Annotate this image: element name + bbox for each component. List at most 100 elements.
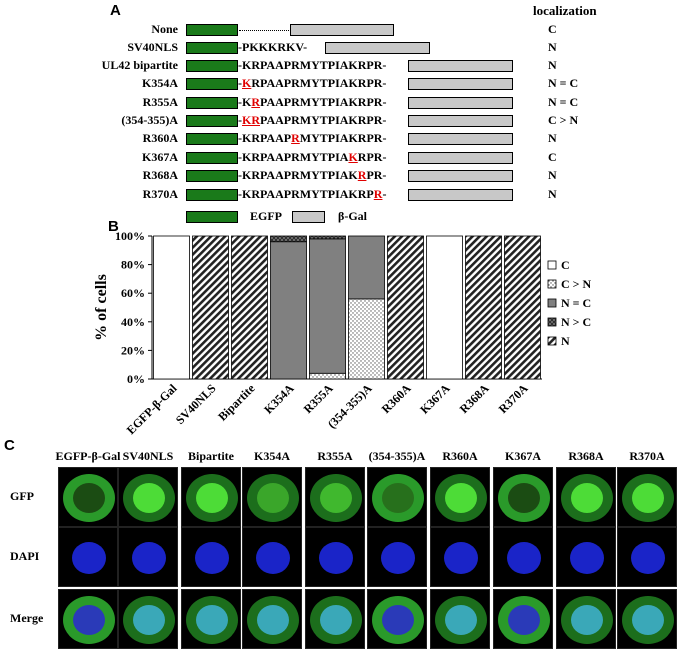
x-tick-label: SV40NLS xyxy=(173,381,219,427)
bar-segment xyxy=(309,235,346,240)
sequence-segment: -K xyxy=(238,95,252,109)
micrograph-column-header: R370A xyxy=(629,449,665,463)
micrograph-dapi xyxy=(617,527,677,587)
localization-value: N = C xyxy=(548,76,579,90)
egfp-domain xyxy=(186,78,238,90)
localization-value: N xyxy=(548,168,557,182)
micrograph-column-header: R360A xyxy=(442,449,478,463)
localization-value: N xyxy=(548,131,557,145)
micrograph-merge xyxy=(305,589,365,649)
micrograph-dapi xyxy=(556,527,616,587)
egfp-domain xyxy=(186,97,238,109)
micrograph-row-header: DAPI xyxy=(10,549,40,563)
bar-segment xyxy=(348,235,385,300)
egfp-domain xyxy=(186,152,238,164)
micrograph-gfp xyxy=(118,467,178,527)
legend-label: N xyxy=(561,334,570,348)
micrograph-column-header: (354-355)A xyxy=(368,449,426,463)
panel-b-letter: B xyxy=(108,218,119,235)
legend-swatch xyxy=(547,317,557,327)
construct-label: R360A xyxy=(142,131,178,145)
micrograph-merge xyxy=(118,589,178,649)
micrograph-merge xyxy=(367,589,427,649)
legend-bgal-swatch xyxy=(292,211,325,223)
localization-value: N xyxy=(548,187,557,201)
construct-label: R355A xyxy=(142,95,178,109)
bar-segment xyxy=(426,235,463,380)
localization-value: C > N xyxy=(548,113,579,127)
y-tick-label: 80% xyxy=(121,258,145,272)
micrograph-merge xyxy=(58,589,118,649)
bgal-domain xyxy=(290,24,394,36)
nls-sequence: -KRPAAPRMYTPIAKRPR- xyxy=(238,113,386,128)
micrograph-column-header: K367A xyxy=(505,449,541,463)
micrograph-gfp xyxy=(617,467,677,527)
nls-sequence: -KRPAAPRMYTPIAKRPR- xyxy=(238,150,386,165)
bar-segment xyxy=(270,235,307,243)
bgal-domain xyxy=(408,170,513,182)
nls-sequence: -KRPAAPRMYTPIAKRPR- xyxy=(238,58,386,73)
sequence-segment: -KRPAAPRMYTPIAK xyxy=(238,168,358,182)
panel-a-letter: A xyxy=(110,2,121,19)
bar-segment xyxy=(465,235,502,380)
micrograph-merge xyxy=(242,589,302,649)
sequence-segment: PAAPRMYTPIAKRPR- xyxy=(260,95,387,109)
sequence-segment: - xyxy=(303,40,308,54)
construct-label: R368A xyxy=(142,168,178,182)
sequence-segment: -KRPAAPRMYTPIAKRP xyxy=(238,187,374,201)
micrograph-gfp xyxy=(556,467,616,527)
micrograph-merge xyxy=(556,589,616,649)
bar-segment xyxy=(231,235,268,380)
micrograph-dapi xyxy=(367,527,427,587)
micrograph-gfp xyxy=(367,467,427,527)
legend-bgal-label: β-Gal xyxy=(338,209,367,223)
micrograph-column-header: R355A xyxy=(317,449,353,463)
sequence-segment: RPAAPRMYTPIAKRPR- xyxy=(251,76,387,90)
fusion-linker xyxy=(239,30,289,31)
x-tick-label: Bipartite xyxy=(215,381,258,424)
bgal-domain xyxy=(408,189,513,201)
micrograph-row-header: GFP xyxy=(10,489,34,503)
micrograph-gfp xyxy=(493,467,553,527)
micrograph-row-header: Merge xyxy=(10,611,44,625)
x-tick-label: R370A xyxy=(496,381,531,416)
micrograph-dapi xyxy=(118,527,178,587)
micrograph-merge xyxy=(493,589,553,649)
bgal-domain xyxy=(325,42,430,54)
egfp-domain xyxy=(186,189,238,201)
micrograph-gfp xyxy=(305,467,365,527)
construct-label: K354A xyxy=(142,76,178,90)
sequence-segment: - xyxy=(382,187,387,201)
stacked-bar-chart: 0% 20% 40% 60% 80% 100% % of cells EGFP-β-GalSV… xyxy=(93,229,592,437)
x-tick-label: K354A xyxy=(261,381,297,417)
bar-segment xyxy=(192,235,229,380)
sequence-segment: -KRPAAP xyxy=(238,131,292,145)
x-tick-label: K367A xyxy=(417,381,453,417)
sequence-segment: -KRPAAPRMYTPIAKRPR xyxy=(238,58,383,72)
legend-label: C > N xyxy=(561,277,592,291)
micrograph-dapi xyxy=(305,527,365,587)
micrograph-dapi xyxy=(181,527,241,587)
legend-egfp-label: EGFP xyxy=(250,209,282,223)
sequence-segment: - xyxy=(382,58,387,72)
sequence-segment: RPR- xyxy=(357,150,387,164)
y-tick-label: 60% xyxy=(121,286,145,300)
micrograph-merge xyxy=(430,589,490,649)
egfp-domain xyxy=(186,24,238,36)
micrograph-merge xyxy=(617,589,677,649)
sequence-segment: PAAPRMYTPIAKRPR- xyxy=(260,113,387,127)
micrograph-merge xyxy=(181,589,241,649)
nls-sequence: -PKKKRKV- xyxy=(238,40,307,55)
bgal-domain xyxy=(408,97,513,109)
sequence-segment: MYTPIAKRPR- xyxy=(299,131,387,145)
egfp-domain xyxy=(186,115,238,127)
sequence-segment: - xyxy=(238,76,242,90)
micrograph-dapi xyxy=(242,527,302,587)
construct-label: UL42 bipartite xyxy=(101,58,178,72)
x-tick-label: EGFP-β-Gal xyxy=(124,381,180,437)
sequence-segment: -KRPAAPRMYTPIA xyxy=(238,150,349,164)
bar-segment xyxy=(153,235,190,380)
sequence-segment: - xyxy=(238,113,242,127)
localization-value: C xyxy=(548,22,557,36)
mutated-residue: R xyxy=(251,95,261,109)
